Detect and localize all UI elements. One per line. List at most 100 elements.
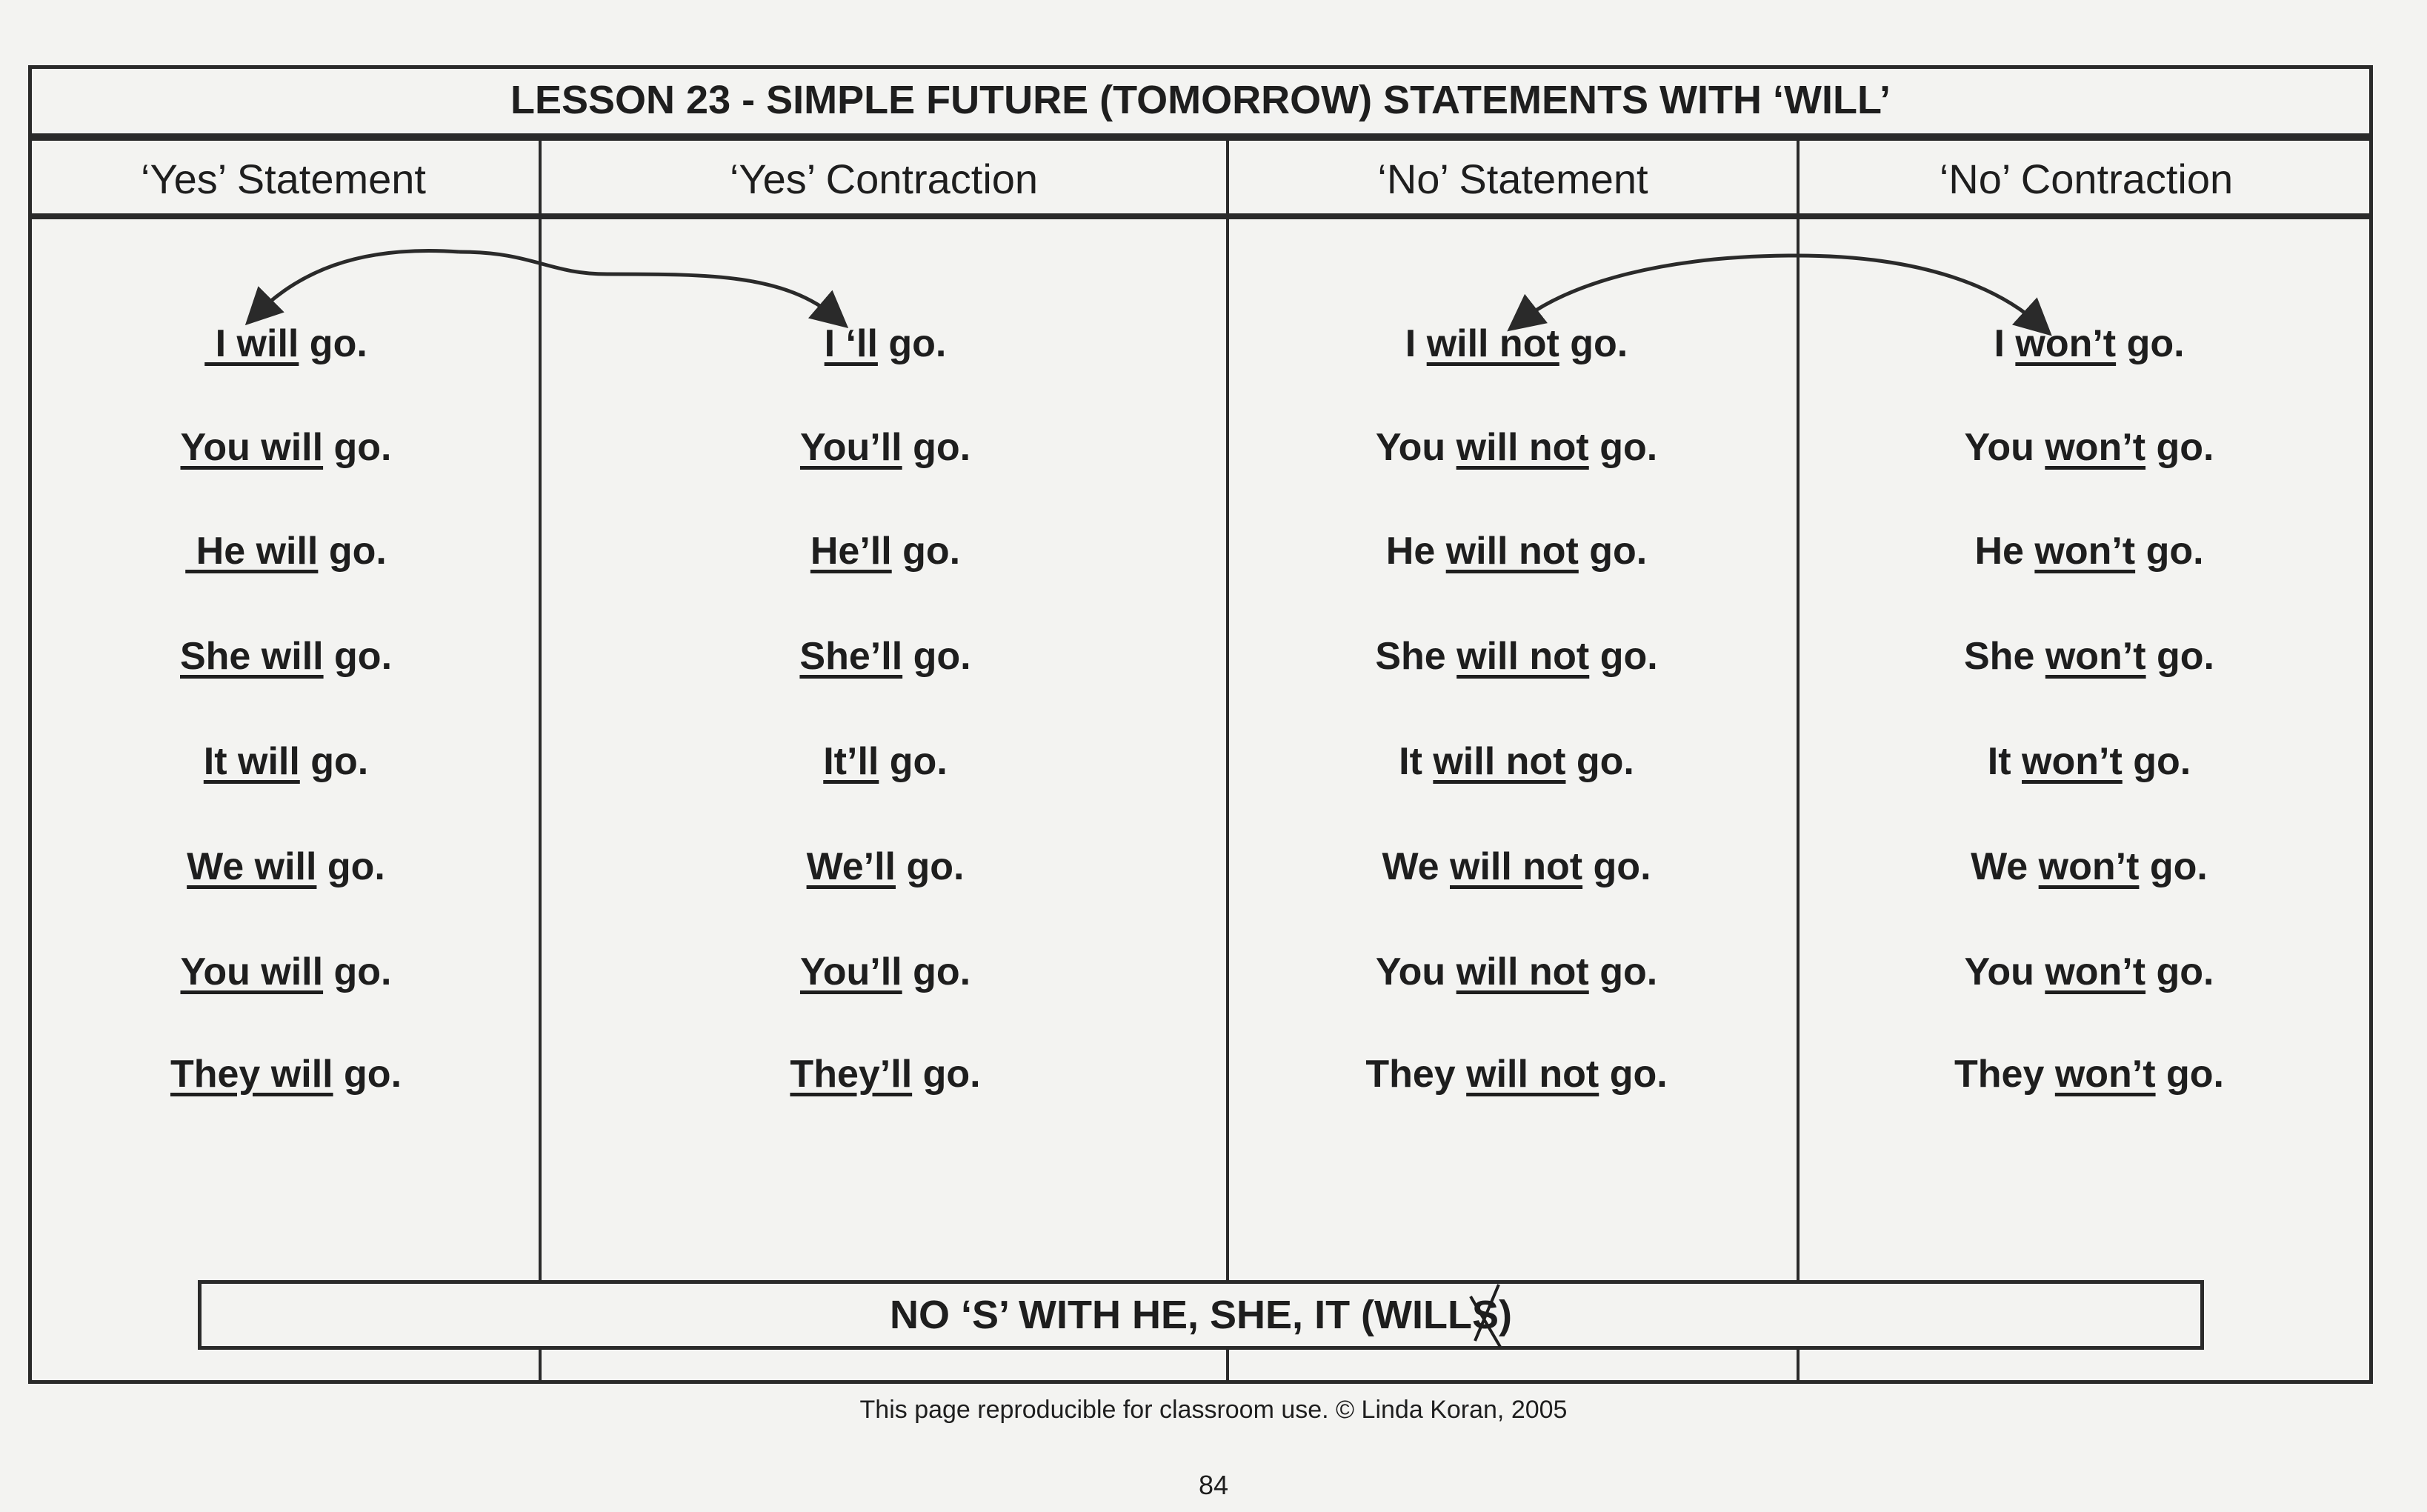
sentence-part: go. [1582,845,1651,888]
sentence-part: go. [2116,322,2185,365]
sentence-part: You [1375,426,1456,469]
sentence-cell: You will go. [180,425,391,470]
page-number: 84 [1198,1470,1229,1500]
sentence-part: go. [1559,322,1628,365]
sentence-cell: It’ll go. [823,739,948,784]
sentence-part: go. [1589,635,1658,678]
underlined-phrase: will not [1456,950,1589,993]
sentence-cell: He’ll go. [810,529,960,573]
underlined-phrase: won’t [2045,950,2146,993]
sentence-cell: I will go. [204,322,367,366]
sentence-cell: She will not go. [1375,634,1657,679]
sentence-cell: You’ll go. [800,950,971,994]
sentence-part: He [1385,530,1446,573]
underlined-phrase: I ‘ll [824,322,878,365]
sentence-part: You [1964,950,2045,993]
rule-note-text: NO ‘S’ WITH HE, SHE, IT (WILL [890,1293,1472,1337]
underlined-phrase: won’t [2034,530,2136,573]
underlined-phrase: won’t [2045,426,2146,469]
header-divider [28,213,2373,219]
sentence-cell: It won’t go. [1988,739,2191,784]
underlined-phrase: She’ll [799,635,903,678]
sentence-cell: He will go. [185,529,387,573]
sentence-cell: It will not go. [1399,739,1634,784]
underlined-phrase: will not [1456,635,1590,678]
sentence-part: go. [912,1053,981,1096]
rule-note-close: ) [1499,1293,1512,1337]
sentence-part: go. [299,740,369,783]
sentence-cell: She’ll go. [799,634,971,679]
underlined-phrase: will not [1426,322,1559,365]
sentence-part: go. [318,530,387,573]
sentence-cell: You won’t go. [1965,950,2214,994]
sentence-part: I [1994,322,2016,365]
sentence-part: He [1974,530,2035,573]
column-divider [539,141,542,1384]
arrow-yes-to-contraction-icon [459,250,849,329]
underlined-phrase: You will [180,950,324,993]
sentence-part: You [1375,950,1456,993]
underlined-phrase: It will [203,740,300,783]
underlined-phrase: will not [1433,740,1566,783]
underlined-phrase: You’ll [799,426,902,469]
sentence-cell: We will not go. [1382,845,1651,889]
underlined-phrase: He will [185,530,319,573]
sentence-part: go. [902,950,971,993]
sentence-part: go. [1565,740,1634,783]
sentence-cell: It will go. [204,739,368,784]
sentence-cell: They will not go. [1365,1052,1667,1096]
column-header-no-statement: ‘No’ Statement [1377,155,1648,202]
underlined-phrase: They will [170,1053,333,1096]
column-divider [1797,141,1800,1384]
crossed-letter: S [1469,1284,1502,1348]
underlined-phrase: She will [179,635,324,678]
sentence-cell: I ‘ll go. [825,322,947,366]
underlined-phrase: He’ll [810,530,892,573]
lesson-table [28,65,2373,1384]
underlined-phrase: You will [180,426,324,469]
lesson-title: LESSON 23 - SIMPLE FUTURE (TOMORROW) STA… [510,78,1891,122]
underlined-phrase: won’t [2022,740,2123,783]
sentence-cell: They’ll go. [790,1052,980,1096]
sentence-cell: You will not go. [1376,425,1657,470]
sentence-part: go. [902,635,971,678]
sentence-part: go. [2145,950,2214,993]
underlined-phrase: You’ll [799,950,902,993]
sentence-part: go. [2122,740,2191,783]
column-header-yes-statement: ‘Yes’ Statement [141,155,426,202]
sentence-part: You [1964,426,2045,469]
underlined-phrase: will not [1450,845,1583,888]
sentence-part: go. [2155,1053,2224,1096]
underlined-phrase: will not [1456,426,1589,469]
sentence-cell: We will go. [187,845,385,889]
sentence-part: They [1954,1053,2055,1096]
underlined-phrase: I will [204,322,299,365]
sentence-part: go. [1599,1053,1668,1096]
sentence-part: We [1971,845,2039,888]
sentence-part: go. [2145,426,2214,469]
sentence-part: She [1375,635,1457,678]
underlined-phrase: won’t [2045,635,2146,678]
underlined-phrase: won’t [2015,322,2117,365]
sentence-part: We [1382,845,1450,888]
underlined-phrase: We will [187,845,317,888]
sentence-part: go. [323,950,392,993]
sentence-part: go. [323,426,392,469]
column-divider [1226,141,1229,1384]
underlined-phrase: We’ll [806,845,896,888]
sentence-part: They [1365,1053,1467,1096]
cross-out-icon [1469,1284,1502,1348]
sentence-part: go. [2135,530,2204,573]
sentence-cell: We won’t go. [1971,845,2208,889]
sentence-part: go. [2139,845,2208,888]
sentence-part: go. [891,530,961,573]
sentence-part: go. [895,845,965,888]
sentence-part: It [1987,740,2022,783]
sentence-cell: You will go. [180,950,391,994]
underlined-phrase: will not [1466,1053,1599,1096]
sentence-cell: She will go. [180,634,392,679]
sentence-part: go. [323,635,393,678]
sentence-cell: He will not go. [1386,529,1647,573]
sentence-cell: You won’t go. [1965,425,2214,470]
